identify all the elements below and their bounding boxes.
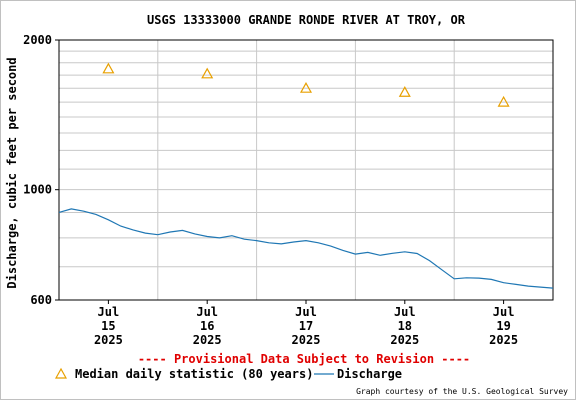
legend-item-median: Median daily statistic (80 years) (54, 367, 313, 381)
x-tick-label: 2025 (390, 333, 419, 347)
x-tick-label: 19 (496, 319, 510, 333)
legend: Median daily statistic (80 years) Discha… (54, 367, 402, 381)
legend-median-triangle-icon (54, 367, 68, 379)
provisional-note: ---- Provisional Data Subject to Revisio… (138, 352, 470, 366)
series-layer (58, 62, 554, 289)
chart-title: USGS 13333000 GRANDE RONDE RIVER AT TROY… (147, 13, 466, 27)
median-point (299, 81, 313, 93)
plot-grid (59, 39, 553, 301)
x-axis-ticks: Jul152025Jul162025Jul172025Jul182025Jul1… (94, 300, 518, 347)
x-tick-label: Jul (98, 305, 120, 319)
legend-discharge-label: Discharge (337, 367, 402, 381)
median-point (102, 62, 115, 74)
x-tick-label: 2025 (292, 333, 321, 347)
x-tick-label: Jul (196, 305, 218, 319)
y-axis-ticks: 600 1000 2000 (23, 33, 59, 307)
x-tick-label: 2025 (94, 333, 123, 347)
credit-text: Graph courtesy of the U.S. Geological Su… (356, 387, 568, 396)
x-tick-label: 18 (398, 319, 412, 333)
discharge-line (58, 208, 554, 289)
y-tick-label: 2000 (23, 33, 52, 47)
x-tick-label: 16 (200, 319, 214, 333)
y-tick-label: 600 (30, 293, 52, 307)
x-tick-label: Jul (394, 305, 416, 319)
x-tick-label: Jul (295, 305, 317, 319)
y-axis-label: Discharge, cubic feet per second (5, 57, 19, 288)
x-tick-label: 17 (299, 319, 313, 333)
median-point (398, 86, 411, 97)
x-tick-label: 2025 (193, 333, 222, 347)
x-tick-label: 2025 (489, 333, 518, 347)
legend-median-label: Median daily statistic (80 years) (75, 367, 313, 381)
y-tick-label: 1000 (23, 183, 52, 197)
legend-item-discharge: Discharge (314, 367, 402, 381)
plot-area (58, 39, 554, 301)
median-point (497, 95, 510, 107)
x-tick-label: 15 (101, 319, 115, 333)
x-tick-label: Jul (493, 305, 515, 319)
median-point (201, 67, 214, 79)
